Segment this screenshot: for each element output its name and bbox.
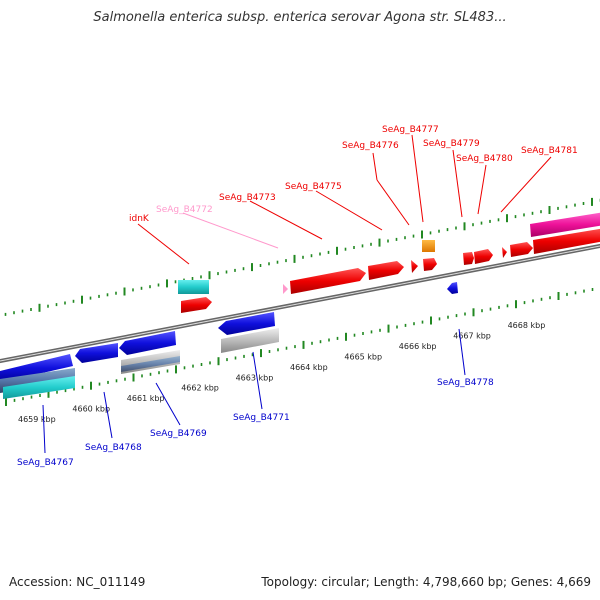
- forward-genes: [178, 212, 600, 313]
- label-SeAg_B4780[interactable]: SeAg_B4780: [456, 154, 513, 164]
- scale-tick-label: 4666 kbp: [399, 342, 437, 351]
- genome-backbone: [0, 243, 600, 364]
- label-SeAg_B4772[interactable]: SeAg_B4772: [156, 205, 213, 215]
- leader-lines: [42, 134, 552, 454]
- scale-tick-label: 4665 kbp: [344, 352, 382, 361]
- map-title: Salmonella enterica subsp. enterica sero…: [93, 10, 507, 25]
- gene-SeAg_B4772[interactable]: [283, 284, 288, 294]
- gene-labels-bottom: SeAg_B4767 SeAg_B4768 SeAg_B4769 SeAg_B4…: [17, 378, 494, 468]
- gene-unlabeled-right[interactable]: [530, 212, 600, 254]
- reverse-genes: [0, 282, 458, 399]
- scale-tick-label: 4659 kbp: [18, 415, 56, 424]
- gene-SeAg_B4776[interactable]: [411, 260, 418, 273]
- scale-tick-label: 4668 kbp: [508, 321, 546, 330]
- gene-SeAg_B4779[interactable]: [463, 252, 474, 265]
- scale-labels: 4659 kbp 4660 kbp 4661 kbp 4662 kbp 4663 kbp…: [18, 321, 545, 424]
- label-SeAg_B4778[interactable]: SeAg_B4778: [437, 378, 494, 388]
- gene-teal-upper[interactable]: [178, 280, 209, 294]
- label-SeAg_B4773[interactable]: SeAg_B4773: [219, 193, 276, 203]
- label-SeAg_B4776[interactable]: SeAg_B4776: [342, 141, 399, 151]
- gene-SeAg_B4771[interactable]: [218, 312, 279, 353]
- gene-SeAg_B4781[interactable]: [502, 242, 533, 258]
- gene-SeAg_B4775[interactable]: [368, 261, 404, 280]
- label-SeAg_B4767[interactable]: SeAg_B4767: [17, 458, 74, 468]
- gene-SeAg_B4768[interactable]: [75, 343, 118, 363]
- label-SeAg_B4775[interactable]: SeAg_B4775: [285, 182, 342, 192]
- label-SeAg_B4771[interactable]: SeAg_B4771: [233, 413, 290, 423]
- label-SeAg_B4779[interactable]: SeAg_B4779: [423, 139, 480, 149]
- label-SeAg_B4769[interactable]: SeAg_B4769: [150, 429, 207, 439]
- label-idnK[interactable]: idnK: [129, 214, 150, 224]
- gene-SeAg_B4778[interactable]: [447, 282, 458, 294]
- gene-idnK[interactable]: [181, 297, 212, 313]
- upper-tick-track: [4, 197, 600, 316]
- gene-labels-top: idnK SeAg_B4772 SeAg_B4773 SeAg_B4775 Se…: [129, 125, 578, 224]
- lower-tick-track: [5, 288, 594, 406]
- label-SeAg_B4781[interactable]: SeAg_B4781: [521, 146, 578, 156]
- scale-tick-label: 4663 kbp: [236, 373, 274, 382]
- scale-tick-label: 4667 kbp: [453, 332, 491, 341]
- scale-tick-label: 4662 kbp: [181, 384, 219, 393]
- accession-text: Accession: NC_011149: [9, 575, 146, 589]
- gene-SeAg_B4769[interactable]: [119, 331, 180, 374]
- gene-SeAg_B4767[interactable]: [0, 354, 75, 399]
- label-SeAg_B4777[interactable]: SeAg_B4777: [382, 125, 439, 135]
- gene-SeAg_B4780[interactable]: [474, 249, 493, 264]
- scale-tick-label: 4661 kbp: [127, 394, 165, 403]
- scale-tick-label: 4664 kbp: [290, 363, 328, 372]
- label-SeAg_B4768[interactable]: SeAg_B4768: [85, 443, 142, 453]
- topology-summary: Topology: circular; Length: 4,798,660 bp…: [261, 575, 591, 589]
- gene-SeAg_B4773[interactable]: [290, 268, 366, 294]
- gene-SeAg_B4777[interactable]: [422, 240, 437, 271]
- scale-tick-label: 4660 kbp: [72, 405, 110, 414]
